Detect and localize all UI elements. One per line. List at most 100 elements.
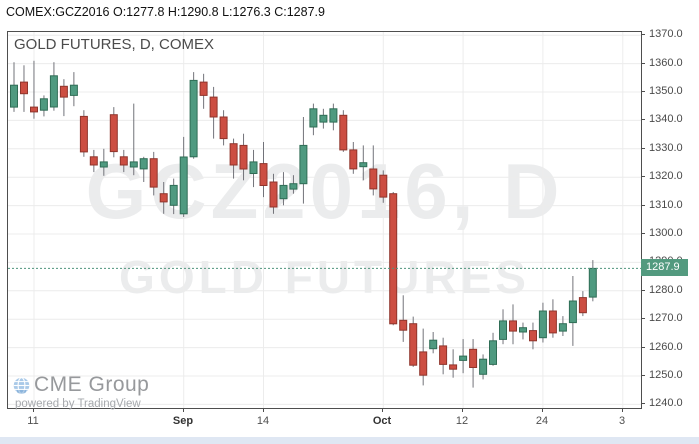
candle-body[interactable] [69,84,78,96]
time-axis-label: 24 [535,415,549,427]
candle-body[interactable] [259,163,268,187]
candle-body[interactable] [229,143,238,166]
candle-body[interactable] [119,156,128,166]
candle-body[interactable] [319,114,328,123]
price-axis-label: 1280.0 [649,284,683,296]
time-axis-label: 14 [256,415,270,427]
candle-body[interactable] [419,351,428,376]
price-axis-tick [641,403,645,404]
candle-body[interactable] [39,98,48,111]
cme-group-logo[interactable]: CME Group [13,373,149,397]
time-axis-tick [542,408,543,412]
time-axis-tick [382,408,383,412]
candle-body[interactable] [509,320,517,332]
time-axis-tick [263,408,264,412]
price-axis-tick [641,318,645,319]
candle-body[interactable] [548,310,557,334]
candle-body[interactable] [30,106,38,113]
chart-title: GOLD FUTURES, D, COMEX [14,36,215,53]
chart-frame: GCZ2016, D GOLD FUTURES GOLD FUTURES, D,… [7,31,642,410]
candle-body[interactable] [409,323,418,366]
candle-body[interactable] [289,183,298,190]
candle-body[interactable] [129,161,138,168]
candle-body[interactable] [269,181,278,208]
candle-body[interactable] [449,364,458,370]
price-axis-label: 1350.0 [649,85,683,97]
time-axis-tick [462,408,463,412]
time-axis-label: 3 [618,415,626,427]
candle-body[interactable] [279,184,288,200]
last-price-tag[interactable]: 1287.9 [641,259,688,276]
candle-body[interactable] [79,115,88,153]
price-axis-label: 1270.0 [649,312,683,324]
candle-body[interactable] [249,161,258,174]
candle-body[interactable] [429,339,438,350]
price-axis-label: 1370.0 [649,28,683,40]
candle-body[interactable] [479,358,488,375]
candle-body[interactable] [109,114,118,153]
price-axis-label: 1330.0 [649,142,683,154]
candle-body[interactable] [578,297,587,314]
cme-group-logo-text: CME Group [34,373,150,396]
powered-by-tradingview-link[interactable]: powered by TradingView [15,398,141,410]
candle-body[interactable] [309,108,318,128]
candle-body[interactable] [389,193,398,325]
candle-body[interactable] [399,319,408,331]
candle-body[interactable] [59,85,68,98]
candle-body[interactable] [149,158,158,188]
candle-body[interactable] [169,184,178,206]
candle-body[interactable] [349,149,358,170]
candle-body[interactable] [10,84,18,108]
candle-body[interactable] [329,108,338,123]
price-axis-label: 1260.0 [649,341,683,353]
candle-body[interactable] [519,327,527,333]
time-axis-label: 11 [27,415,39,427]
candle-body[interactable] [359,162,368,168]
candle-body[interactable] [20,81,28,95]
price-axis-tick [641,91,645,92]
candle-body[interactable] [568,300,577,324]
price-axis-label: 1360.0 [649,57,683,69]
price-axis-tick [641,148,645,149]
price-axis-label: 1310.0 [649,199,683,211]
candle-body[interactable] [99,161,108,168]
price-axis-tick [641,63,645,64]
candle-body[interactable] [189,79,198,158]
price-axis-label: 1340.0 [649,113,683,125]
candle-body[interactable] [89,156,98,166]
candle-body[interactable] [558,323,567,332]
candle-body[interactable] [538,310,547,339]
candle-body[interactable] [299,144,308,185]
candle-body[interactable] [369,168,378,190]
candle-body[interactable] [219,116,228,140]
price-axis-tick [641,290,645,291]
candle-body[interactable] [209,96,218,118]
candle-body[interactable] [459,355,468,361]
candle-body[interactable] [199,81,208,96]
candle-body[interactable] [439,345,448,365]
candle-body[interactable] [49,75,58,108]
candle-body[interactable] [499,320,507,340]
price-axis[interactable]: 1240.01250.01260.01270.01280.01290.01300… [641,28,699,409]
candle-body[interactable] [179,156,188,215]
candle-body[interactable] [469,348,478,368]
price-axis-tick [641,176,645,177]
candle-body[interactable] [529,330,537,342]
chart-plot-area[interactable] [8,32,641,408]
price-axis-tick [641,34,645,35]
candle-body[interactable] [379,174,388,198]
price-axis-label: 1300.0 [649,227,683,239]
time-axis-label: 12 [455,415,469,427]
candle-body[interactable] [159,193,168,203]
price-axis-tick [641,347,645,348]
candle-body[interactable] [339,114,348,151]
candle-body[interactable] [139,158,148,170]
candle-body[interactable] [588,267,597,298]
price-axis-tick [641,205,645,206]
time-axis-label: Oct [372,415,392,427]
candle-body[interactable] [239,144,248,170]
price-axis-tick [641,119,645,120]
candle-body[interactable] [489,340,497,365]
time-axis[interactable]: 11 Sep 14 Oct 12 24 3 [7,408,647,434]
